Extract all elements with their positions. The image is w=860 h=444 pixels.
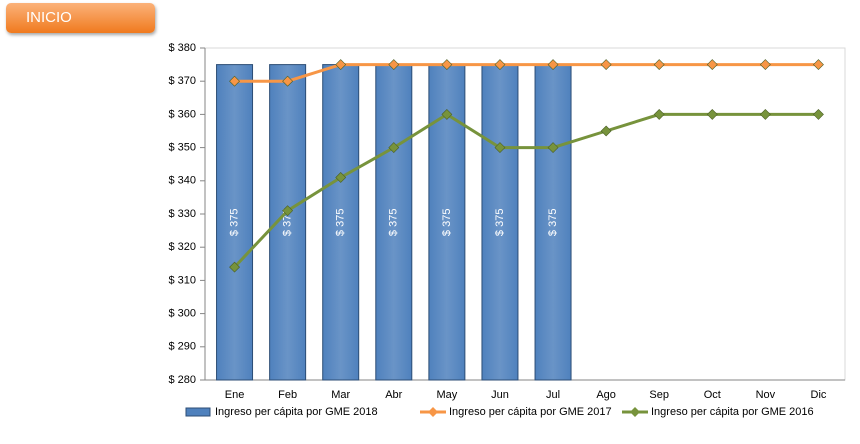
x-tick-label: Nov xyxy=(756,389,776,401)
marker xyxy=(653,59,665,71)
x-tick-label: Jul xyxy=(546,389,560,401)
marker xyxy=(813,108,824,120)
marker xyxy=(706,108,718,120)
line xyxy=(234,63,819,83)
marker xyxy=(600,125,612,137)
marker xyxy=(388,59,400,71)
y-tick-label: $ 370 xyxy=(168,75,196,87)
bar xyxy=(534,64,572,381)
legend-label: Ingreso per cápita por GME 2017 xyxy=(449,406,612,418)
line xyxy=(233,112,819,269)
marker xyxy=(441,108,453,120)
marker xyxy=(229,261,240,273)
marker xyxy=(600,59,612,71)
y-tick-label: $ 320 xyxy=(168,241,196,253)
data-label: $ 375 xyxy=(547,209,559,237)
bar xyxy=(428,64,466,381)
x-tick-label: May xyxy=(436,389,457,401)
bar xyxy=(375,64,413,381)
y-tick-label: $ 310 xyxy=(168,274,196,286)
y-tick-label: $ 360 xyxy=(168,108,196,120)
x-tick-label: Mar xyxy=(331,389,350,401)
y-tick-label: $ 350 xyxy=(168,142,196,154)
marker xyxy=(653,108,665,120)
marker xyxy=(335,172,347,183)
legend-label: Ingreso per cápita por GME 2018 xyxy=(215,406,378,418)
marker xyxy=(547,59,559,71)
marker xyxy=(441,59,453,71)
data-label: $ 375 xyxy=(228,209,240,237)
x-tick-label: Jun xyxy=(491,389,509,401)
y-tick-label: $ 300 xyxy=(168,308,196,320)
data-label: $ 375 xyxy=(282,209,294,237)
marker xyxy=(706,59,718,71)
y-tick-label: $ 280 xyxy=(168,374,196,386)
legend-marker xyxy=(630,407,640,417)
legend-swatch xyxy=(185,407,211,417)
marker xyxy=(494,59,506,71)
data-label: $ 375 xyxy=(388,209,400,237)
marker xyxy=(388,142,400,154)
x-tick-label: Feb xyxy=(278,389,297,401)
y-tick-label: $ 340 xyxy=(168,175,196,187)
marker xyxy=(759,108,771,120)
bar xyxy=(216,64,254,381)
marker xyxy=(494,142,506,154)
marker xyxy=(229,75,240,87)
legend-label: Ingreso per cápita por GME 2016 xyxy=(651,406,814,418)
x-tick-label: Dic xyxy=(811,389,827,401)
x-tick-label: Oct xyxy=(704,389,721,401)
data-label: $ 375 xyxy=(441,209,453,237)
x-tick-label: Ago xyxy=(596,389,616,401)
x-tick-label: Sep xyxy=(649,389,669,401)
bar xyxy=(322,64,360,381)
x-tick-label: Abr xyxy=(385,389,402,401)
bar xyxy=(269,64,307,381)
marker xyxy=(282,75,294,87)
marker xyxy=(335,59,347,71)
bar xyxy=(481,64,519,381)
data-label: $ 375 xyxy=(335,209,347,237)
marker xyxy=(282,205,294,217)
marker xyxy=(813,59,824,71)
y-tick-label: $ 380 xyxy=(168,42,196,54)
plot-area xyxy=(204,47,846,381)
inicio-button[interactable]: INICIO xyxy=(6,3,155,33)
y-tick-label: $ 290 xyxy=(168,341,196,353)
marker xyxy=(547,142,559,154)
marker xyxy=(759,59,771,71)
y-tick-label: $ 330 xyxy=(168,208,196,220)
data-label: $ 375 xyxy=(494,209,506,237)
legend-marker xyxy=(428,407,438,417)
x-tick-label: Ene xyxy=(225,389,245,401)
